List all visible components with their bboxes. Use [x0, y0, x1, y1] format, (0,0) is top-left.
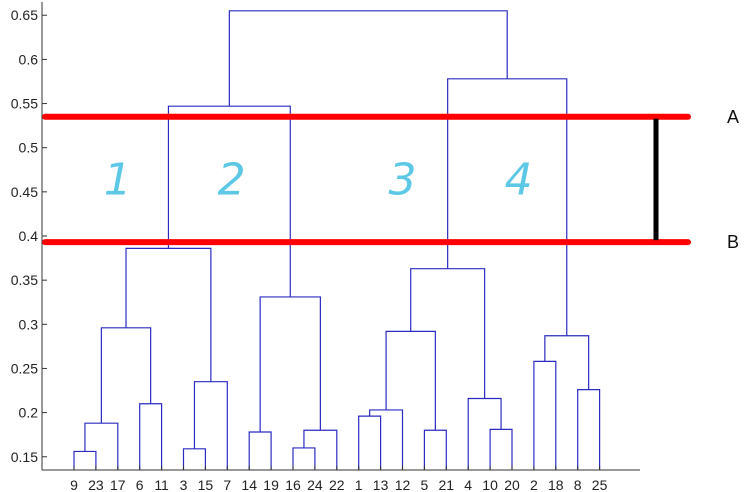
y-tick-label: 0.15 [11, 449, 38, 465]
dendrogram-link [423, 429, 447, 470]
leaf-label: 21 [439, 477, 455, 492]
y-tick-label: 0.6 [19, 51, 39, 67]
dendrogram-link [303, 429, 338, 470]
dendrogram-link [139, 403, 163, 470]
leaf-label: 15 [198, 477, 214, 492]
cluster-label: 2 [218, 155, 246, 206]
cut-lines: AB [42, 107, 739, 252]
dendrogram-link [577, 389, 601, 470]
leaf-label: 25 [592, 477, 608, 492]
leaf-label: 23 [88, 477, 104, 492]
dendrogram-link [544, 335, 590, 390]
dendrogram-link [467, 397, 502, 470]
leaf-label: 16 [285, 477, 301, 492]
leaf-label: 8 [574, 477, 582, 492]
cut-label-b: B [727, 232, 739, 252]
dendrogram-link [125, 247, 212, 382]
dendrogram-link [248, 431, 272, 470]
y-tick-label: 0.2 [19, 405, 39, 421]
leaf-label: 19 [263, 477, 279, 492]
leaf-label: 17 [110, 477, 126, 492]
y-tick-label: 0.3 [19, 316, 39, 332]
dendrogram-link [73, 450, 97, 470]
leaf-label: 2 [530, 477, 538, 492]
dendrogram-link [358, 415, 382, 470]
dendrogram-link [489, 428, 513, 470]
dendrogram-link [100, 327, 152, 424]
leaf-label: 22 [329, 477, 345, 492]
dendrogram-link [369, 409, 404, 470]
leaf-label: 11 [154, 477, 169, 492]
dendrogram-link [84, 422, 119, 470]
leaf-label: 24 [307, 477, 323, 492]
leaf-label: 6 [136, 477, 144, 492]
leaf-label: 5 [421, 477, 429, 492]
leaf-label: 13 [373, 477, 389, 492]
cut-label-a: A [727, 107, 739, 127]
dendrogram-link [228, 10, 508, 107]
leaf-label: 9 [70, 477, 78, 492]
leaf-label: 10 [482, 477, 498, 492]
dendrogram-link [292, 447, 316, 470]
dendrogram-link [385, 330, 436, 431]
leaf-label: 12 [395, 477, 411, 492]
dendrogram-link [182, 448, 206, 470]
leaf-label: 14 [241, 477, 257, 492]
dendrogram-link [410, 268, 486, 399]
leaf-labels: 9 23 17 6 11 3 15 7 14 19 16 24 22 1 13 12 5 21 4 10 20 2 18 8 2… [70, 466, 608, 492]
y-tick-label: 0.45 [11, 184, 38, 200]
dendrogram-link [259, 296, 321, 433]
y-tick-label: 0.25 [11, 360, 38, 376]
leaf-label: 18 [548, 477, 564, 492]
leaf-label: 20 [504, 477, 520, 492]
leaf-label: 7 [223, 477, 231, 492]
dendrogram-tree [73, 10, 601, 470]
y-tick-label: 0.4 [19, 228, 39, 244]
y-tick-label: 0.5 [19, 140, 39, 156]
y-tick-label: 0.55 [11, 96, 38, 112]
dendrogram-link [533, 360, 557, 470]
y-axis: 0.15 0.2 0.25 0.3 0.35 0.4 0.45 0.5 0.55 0.6 0.65 [11, 2, 640, 471]
cluster-label: 3 [389, 155, 417, 206]
cluster-labels: 1 2 3 4 [104, 155, 533, 206]
leaf-label: 4 [464, 477, 472, 492]
dendrogram-link [193, 381, 228, 470]
cluster-label: 1 [104, 155, 132, 206]
leaf-label: 3 [180, 477, 188, 492]
y-tick-label: 0.65 [11, 7, 38, 23]
leaf-label: 1 [355, 477, 363, 492]
y-tick-label: 0.35 [11, 272, 38, 288]
cluster-label: 4 [505, 155, 533, 206]
